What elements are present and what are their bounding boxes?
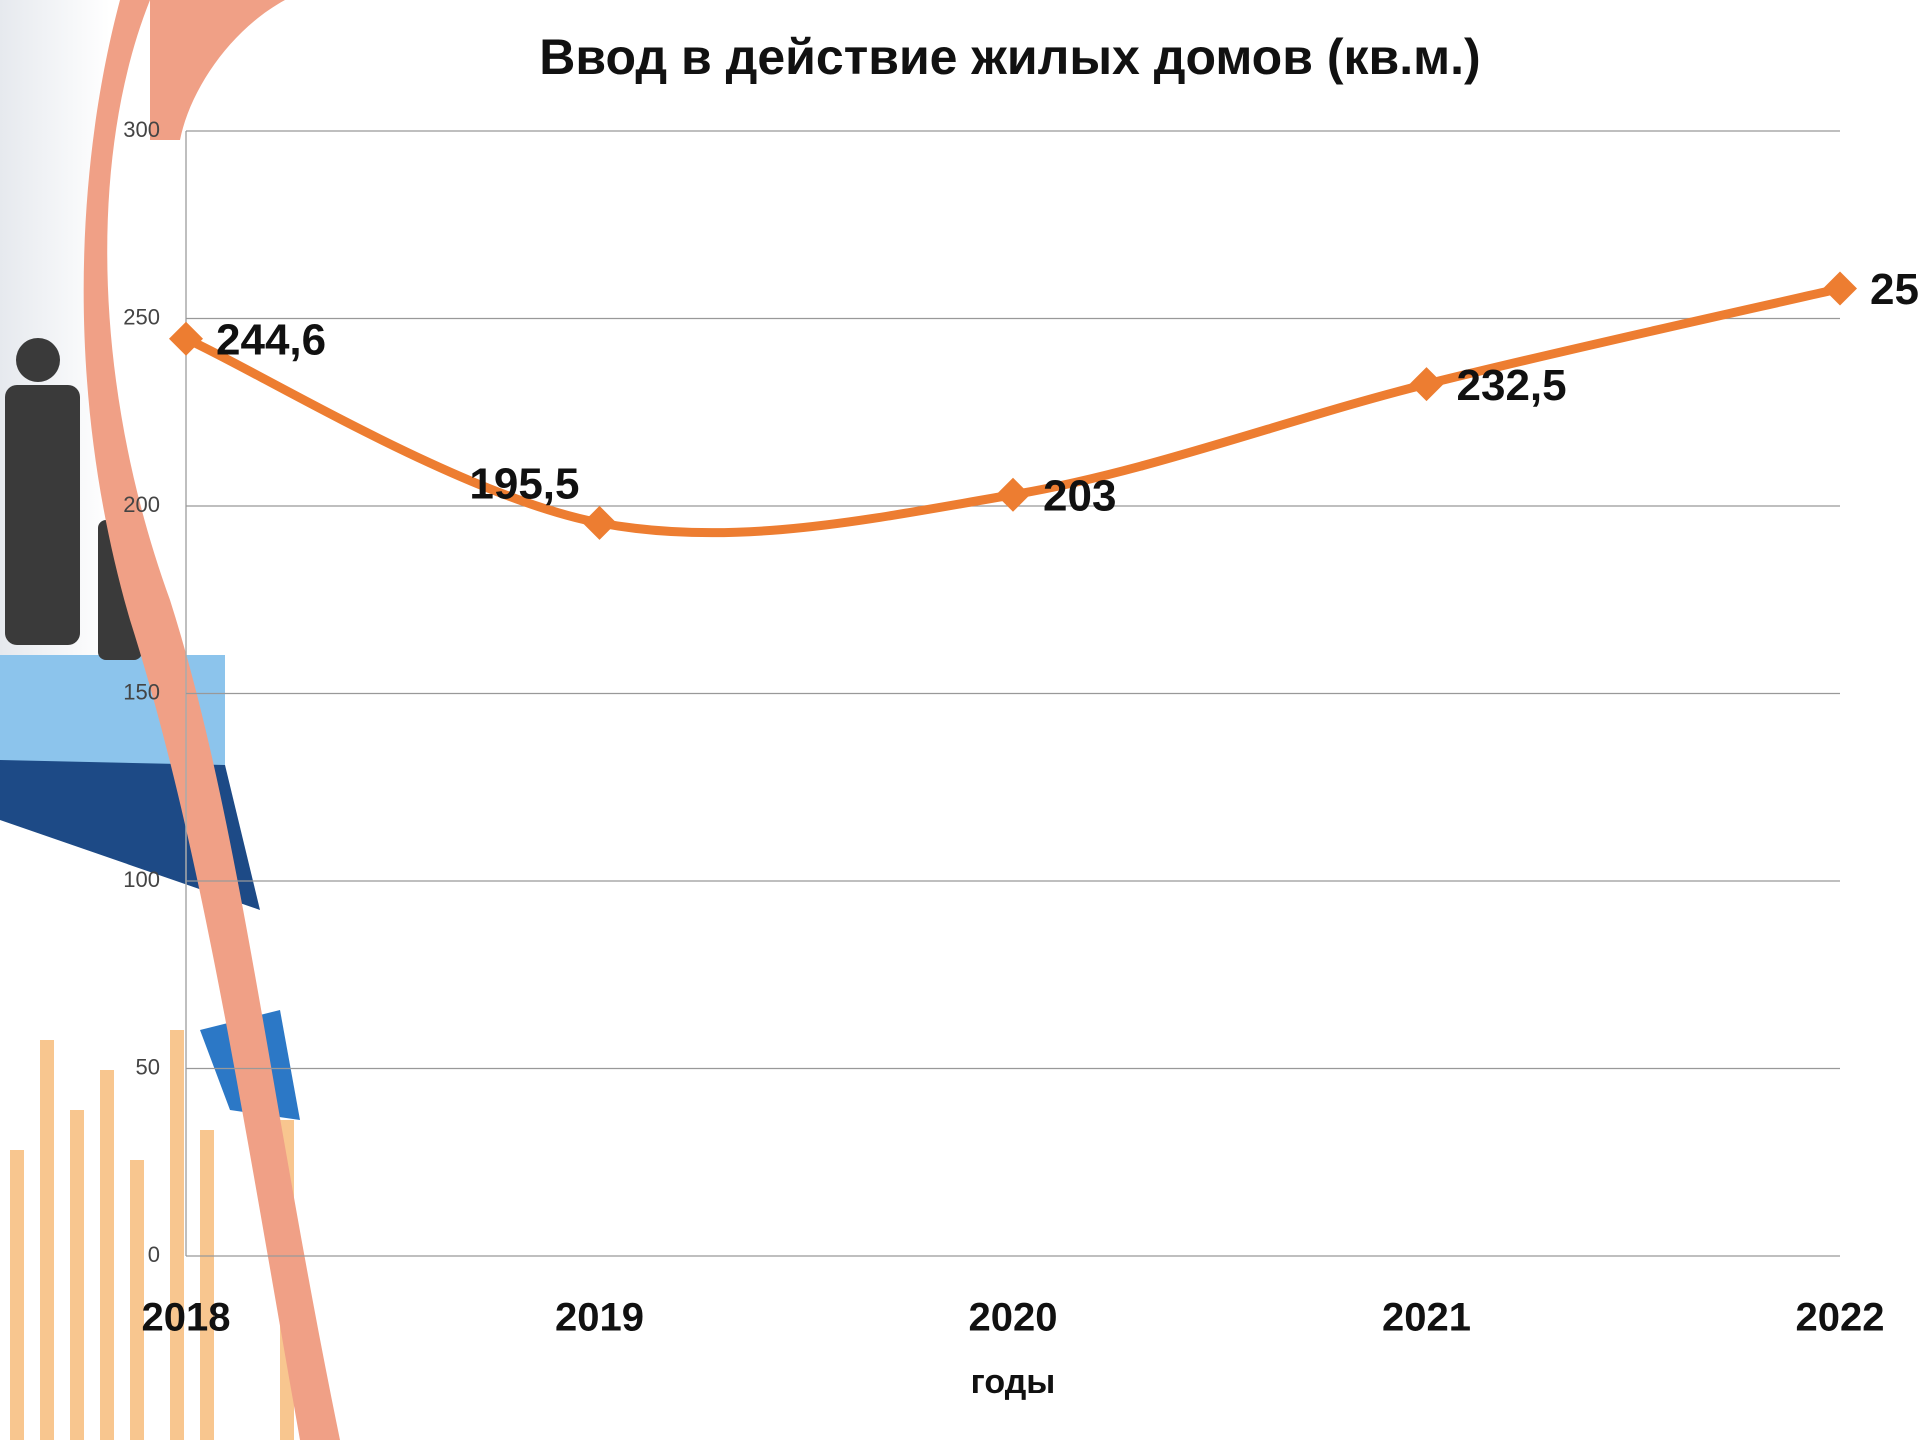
x-axis-label: годы [971, 1363, 1056, 1401]
marker [1823, 272, 1857, 306]
value-label: 258 [1870, 265, 1920, 314]
y-tick-label: 100 [123, 867, 160, 892]
x-tick-label: 2019 [555, 1296, 644, 1340]
y-tick-label: 150 [123, 679, 160, 704]
y-tick-label: 250 [123, 304, 160, 329]
marker [169, 322, 203, 356]
y-tick-label: 300 [123, 117, 160, 142]
value-label: 203 [1043, 471, 1116, 520]
marker [1410, 367, 1444, 401]
page: Ввод в действие жилых домов (кв.м.) годы… [0, 0, 1920, 1440]
y-tick-label: 200 [123, 492, 160, 517]
x-tick-label: 2021 [1382, 1296, 1471, 1340]
x-tick-label: 2020 [969, 1296, 1058, 1340]
marker [583, 506, 617, 540]
chart: Ввод в действие жилых домов (кв.м.) годы… [0, 0, 1920, 1440]
marker [996, 478, 1030, 512]
value-label: 232,5 [1457, 361, 1567, 410]
x-tick-label: 2018 [142, 1296, 231, 1340]
value-label: 195,5 [469, 460, 579, 509]
decoration [0, 0, 340, 1440]
y-tick-label: 50 [136, 1054, 160, 1079]
value-label: 244,6 [216, 315, 326, 364]
chart-title: Ввод в действие жилых домов (кв.м.) [539, 29, 1480, 85]
y-tick-label: 0 [148, 1242, 160, 1267]
x-tick-label: 2022 [1796, 1296, 1885, 1340]
